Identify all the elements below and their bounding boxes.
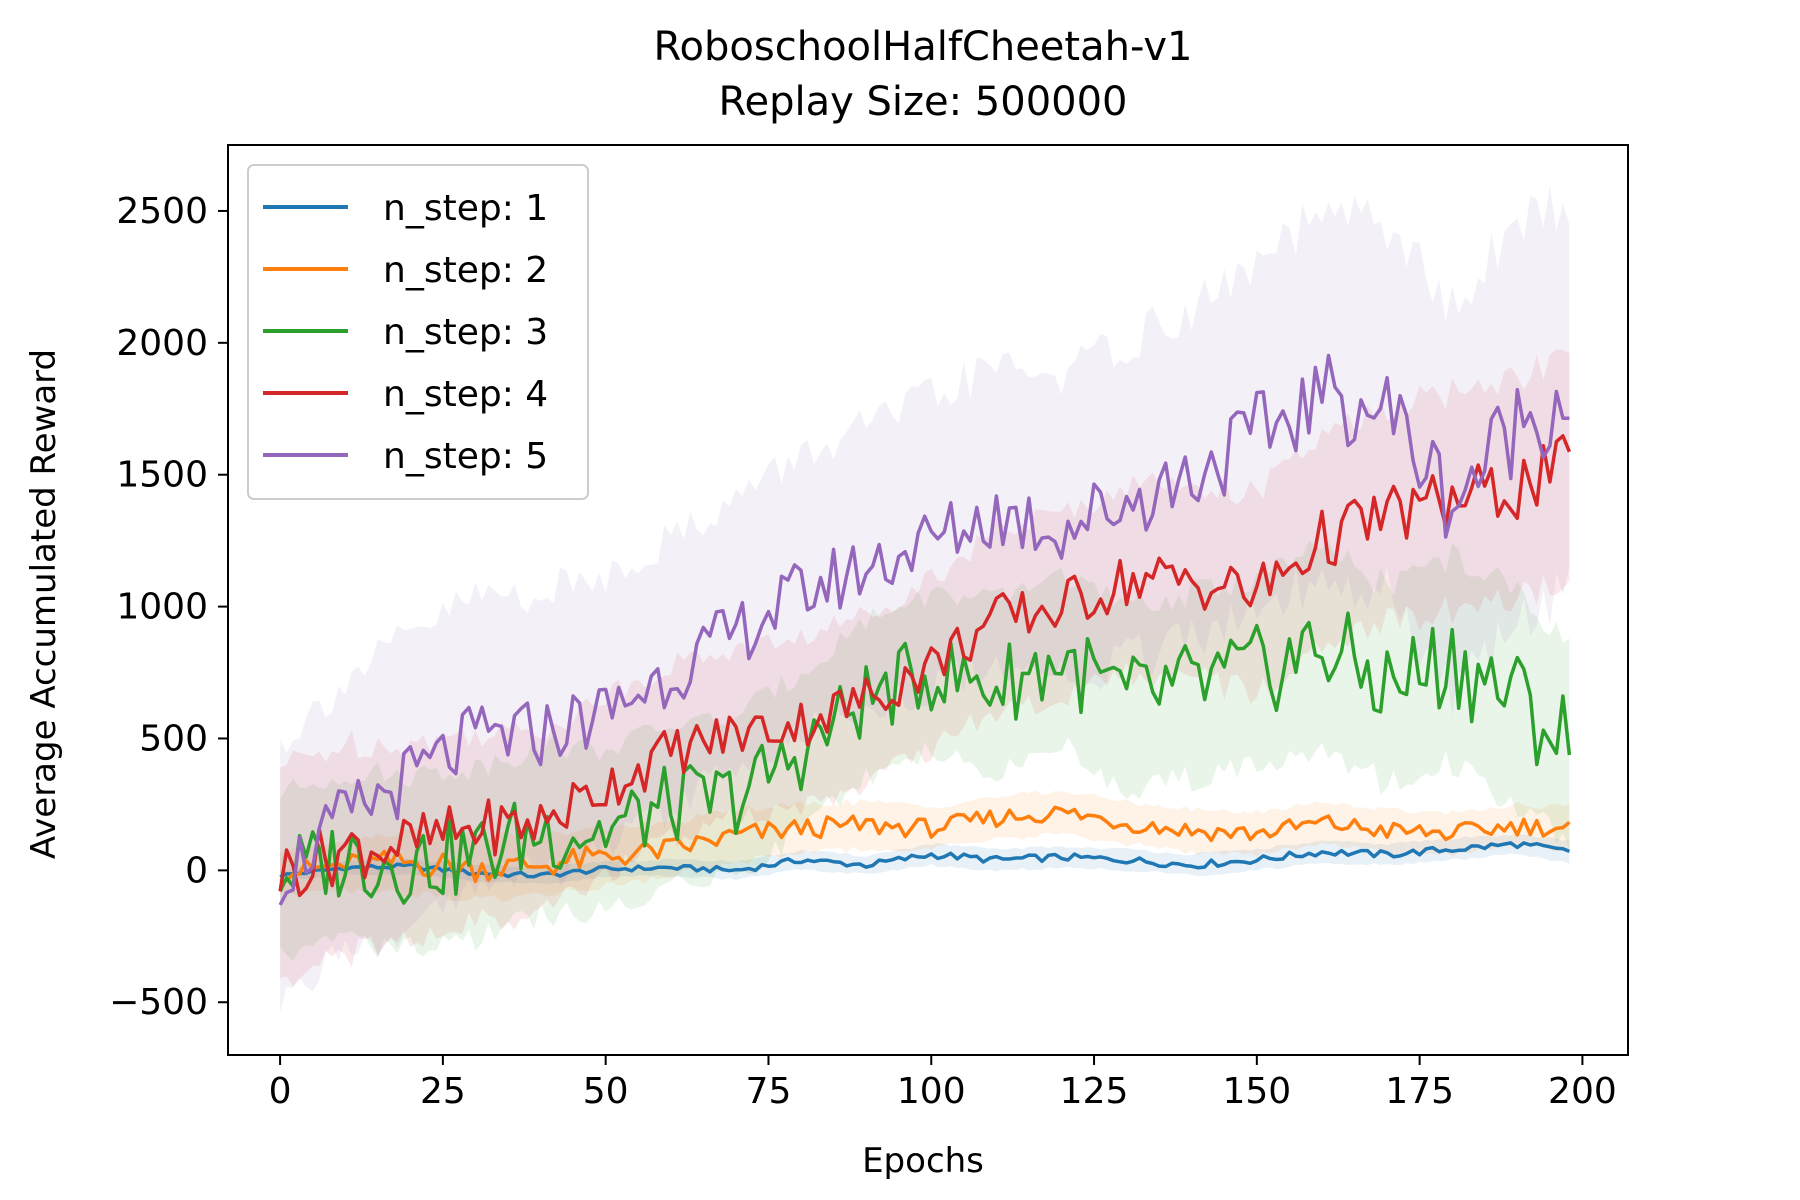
legend-label-5: n_step: 5 [383, 436, 548, 477]
x-tick-label: 25 [420, 1071, 466, 1112]
legend-label-4: n_step: 4 [383, 374, 548, 415]
series-line-5 [278, 353, 1570, 906]
x-tick-label: 75 [746, 1071, 792, 1112]
x-axis-title: Epochs [862, 1141, 984, 1181]
plot-frame [227, 144, 1629, 1056]
x-tick-label: 175 [1385, 1071, 1454, 1112]
y-tick-label: 2500 [116, 191, 208, 232]
legend-box [247, 164, 589, 500]
legend-label-2: n_step: 2 [383, 250, 548, 291]
x-tick-label: 125 [1060, 1071, 1129, 1112]
x-tick-label: 100 [897, 1071, 966, 1112]
legend-label-3: n_step: 3 [383, 312, 548, 353]
legend: n_step: 1 n_step: 2 n_step: 3 n_step: 4 n_st… [247, 164, 589, 500]
y-axis-title: Average Accumulated Reward [24, 349, 64, 859]
x-tick-label: 150 [1222, 1071, 1291, 1112]
legend-label-1: n_step: 1 [383, 188, 548, 229]
y-tick-label: 500 [139, 718, 208, 759]
y-tick-label: 2000 [116, 323, 208, 364]
x-tick-label: 200 [1548, 1071, 1617, 1112]
x-tick-label: 0 [269, 1071, 292, 1112]
chart-subtitle: Replay Size: 500000 [718, 79, 1127, 125]
y-tick-label: 0 [185, 850, 208, 891]
series-band-2 [280, 790, 1570, 902]
x-tick-label: 50 [583, 1071, 629, 1112]
axes: 0 25 50 75 100 125 150 175 200 −500 0 500 1000 1500 20… [109, 144, 1629, 1112]
chart-title: RoboschoolHalfCheetah-v1 [654, 24, 1193, 70]
y-tick-label: 1000 [116, 587, 208, 628]
y-tick-label: −500 [109, 982, 208, 1023]
series-line-3 [278, 611, 1572, 905]
series-line-4 [278, 434, 1572, 898]
y-tick-label: 1500 [116, 455, 208, 496]
plot-area [278, 185, 1572, 1013]
